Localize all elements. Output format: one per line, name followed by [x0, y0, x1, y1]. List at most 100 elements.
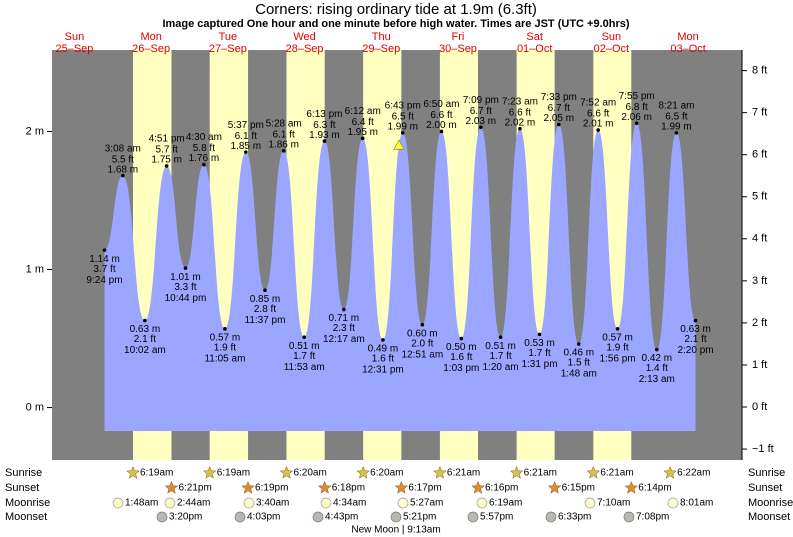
extreme-meters: 0.85 m [250, 294, 281, 305]
extreme-point [634, 121, 639, 125]
moonset-icon [467, 511, 479, 523]
row-label: Moonset [5, 511, 47, 523]
moonrise-icon [112, 497, 124, 509]
sunset-time: 6:14pm [638, 483, 671, 494]
moonset-time: 3:20pm [169, 512, 202, 523]
moonrise-icon [667, 497, 679, 509]
extreme-point [244, 150, 248, 154]
extreme-meters: 2.05 m [544, 113, 575, 124]
chart-title: Corners: rising ordinary tide at 1.9m (6… [255, 1, 537, 18]
row-label: Moonrise [5, 497, 50, 509]
extreme-feet: 5.7 ft [156, 145, 178, 156]
row-label: Moonrise [748, 497, 793, 509]
extreme-time: 8:21 am [658, 100, 694, 111]
extreme-time: 2:13 am [639, 374, 675, 385]
moonset-time: 4:43pm [325, 512, 358, 523]
extreme-point [693, 318, 698, 323]
sunrise-icon [433, 465, 447, 479]
extreme-point [596, 128, 600, 132]
extreme-meters: 0.49 m [368, 344, 399, 355]
extreme-feet: 6.6 ft [430, 110, 452, 121]
day-name: Wed [293, 31, 315, 43]
extreme-time: 7:52 am [580, 98, 616, 109]
sunrise-icon [126, 465, 140, 479]
sunrise-icon [279, 465, 294, 479]
extreme-time: 1:48 am [561, 369, 597, 380]
extreme-feet: 3.7 ft [93, 264, 115, 275]
extreme-meters: 0.42 m [642, 353, 673, 364]
extreme-feet: 6.4 ft [352, 117, 374, 128]
extreme-time: 12:17 am [323, 334, 365, 345]
extreme-meters: 1.99 m [387, 121, 418, 132]
extreme-feet: 1.7 ft [528, 348, 550, 359]
extreme-feet: 6.3 ft [313, 120, 335, 131]
extreme-meters: 0.71 m [329, 313, 360, 324]
extreme-time: 4:30 am [186, 132, 222, 143]
extreme-feet: 6.1 ft [235, 131, 257, 142]
extreme-feet: 1.4 ft [646, 363, 668, 374]
extreme-point [615, 327, 620, 331]
sunset-icon [394, 480, 409, 494]
y2-tick-label: 5 ft [752, 191, 767, 203]
extreme-time: 7:33 pm [541, 92, 577, 103]
day-date: 28–Sep [286, 43, 324, 55]
day-name: Tue [219, 31, 238, 43]
sunrise-icon [663, 465, 677, 479]
extreme-time: 7:55 pm [619, 91, 655, 102]
moonrise-icon [243, 497, 255, 509]
sunset-icon [241, 480, 255, 494]
extreme-point [557, 122, 561, 127]
current-level-marker [393, 139, 405, 150]
extreme-point [322, 139, 327, 143]
extreme-point [164, 164, 169, 168]
day-name: Fri [452, 31, 465, 43]
extreme-time: 6:50 am [423, 99, 459, 110]
extreme-point [102, 248, 107, 252]
moonset-icon [390, 511, 402, 523]
moonrise-time: 7:10am [597, 498, 630, 509]
day-name: Sat [526, 31, 543, 43]
extreme-meters: 0.51 m [289, 341, 320, 352]
tide-area [104, 123, 696, 432]
sunset-icon [471, 480, 485, 494]
extreme-point [459, 336, 464, 341]
y2-tick-label: −1 ft [752, 443, 774, 455]
day-date: 27–Sep [209, 43, 247, 55]
extreme-time: 1:31 pm [521, 359, 557, 370]
day-name: Thu [372, 31, 391, 43]
row-label: Sunrise [748, 467, 785, 479]
row-label: Sunset [748, 482, 782, 494]
y2-tick-label: 7 ft [752, 107, 767, 119]
sunrise-time: 6:21am [447, 468, 480, 479]
sunrise-time: 6:19am [140, 468, 173, 479]
sunrise-icon [586, 465, 601, 479]
extreme-point [263, 288, 267, 293]
extreme-time: 10:44 pm [165, 293, 207, 304]
moonrise-icon [397, 497, 409, 509]
extreme-point [223, 327, 227, 331]
extreme-time: 7:23 am [502, 96, 538, 107]
moonset-icon [545, 511, 557, 523]
sunset-time: 6:21pm [178, 483, 211, 494]
extreme-feet: 5.8 ft [193, 143, 215, 154]
extreme-point [121, 173, 125, 178]
extreme-feet: 1.6 ft [450, 352, 472, 363]
chart-subtitle: Image captured One hour and one minute b… [162, 18, 629, 30]
extreme-meters: 0.46 m [563, 348, 594, 359]
extreme-meters: 1.95 m [347, 127, 378, 138]
extreme-time: 4:51 pm [149, 134, 185, 145]
extreme-feet: 3.3 ft [174, 282, 196, 293]
y2-tick-label: 0 ft [752, 401, 767, 413]
extreme-feet: 6.7 ft [470, 106, 492, 117]
extreme-point [400, 131, 405, 135]
extreme-point [537, 332, 542, 337]
extreme-meters: 0.57 m [602, 332, 633, 343]
sunset-time: 6:18pm [332, 483, 365, 494]
extreme-point [655, 347, 659, 352]
moonset-icon [623, 511, 635, 523]
extreme-meters: 0.50 m [446, 342, 477, 353]
sunrise-time: 6:21am [524, 468, 557, 479]
sunrise-icon [356, 465, 370, 479]
extreme-meters: 0.63 m [130, 324, 161, 335]
extreme-meters: 2.06 m [621, 112, 652, 123]
